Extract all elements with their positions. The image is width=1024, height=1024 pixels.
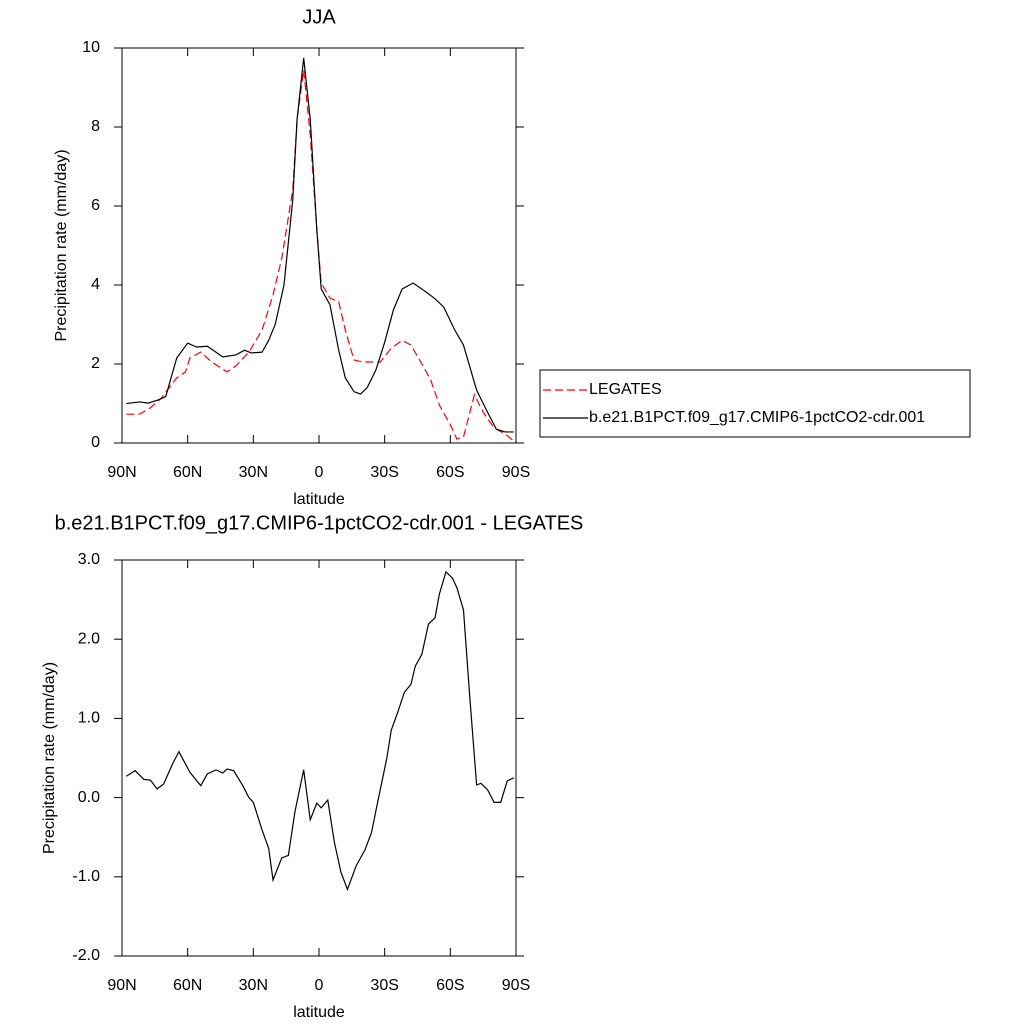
x-tick-label: 30S <box>370 977 398 994</box>
plot-frame <box>121 559 517 957</box>
x-axis-label: latitude <box>293 491 345 508</box>
x-axis-label: latitude <box>293 1004 345 1021</box>
y-tick-label: 6 <box>91 197 100 214</box>
x-tick-label: 60N <box>173 977 202 994</box>
y-tick-label: 3.0 <box>78 551 100 568</box>
y-tick-label: -1.0 <box>72 868 100 885</box>
chart-title: b.e21.B1PCT.f09_g17.CMIP6-1pctCO2-cdr.00… <box>55 512 584 534</box>
y-tick-label: -2.0 <box>72 947 100 964</box>
y-tick-label: 0.0 <box>78 789 100 806</box>
y-tick-label: 2 <box>91 355 100 372</box>
legend-label: b.e21.B1PCT.f09_g17.CMIP6-1pctCO2-cdr.00… <box>589 409 925 426</box>
y-tick-label: 0 <box>91 434 100 451</box>
legend-box <box>539 369 971 438</box>
x-tick-label: 30N <box>239 464 268 481</box>
legend-label: LEGATES <box>589 381 662 398</box>
y-tick-label: 1.0 <box>78 710 100 727</box>
y-axis-label: Precipitation rate (mm/day) <box>41 662 58 854</box>
x-tick-label: 60S <box>436 464 464 481</box>
y-tick-label: 8 <box>91 118 100 135</box>
data-line <box>126 57 514 433</box>
data-line <box>126 570 515 892</box>
y-tick-label: 10 <box>82 39 100 56</box>
x-tick-label: 30S <box>370 464 398 481</box>
y-axis-label: Precipitation rate (mm/day) <box>53 149 70 341</box>
x-tick-label: 0 <box>315 977 324 994</box>
plot-frame <box>121 47 517 444</box>
x-tick-label: 90S <box>502 464 530 481</box>
x-tick-label: 90S <box>502 977 530 994</box>
data-line <box>126 70 515 442</box>
x-tick-label: 60N <box>173 464 202 481</box>
y-tick-label: 2.0 <box>78 630 100 647</box>
y-tick-label: 4 <box>91 276 100 293</box>
x-tick-label: 90N <box>107 977 136 994</box>
x-tick-label: 60S <box>436 977 464 994</box>
x-tick-label: 90N <box>107 464 136 481</box>
chart-title: JJA <box>302 6 336 28</box>
x-tick-label: 0 <box>315 464 324 481</box>
x-tick-label: 30N <box>239 977 268 994</box>
